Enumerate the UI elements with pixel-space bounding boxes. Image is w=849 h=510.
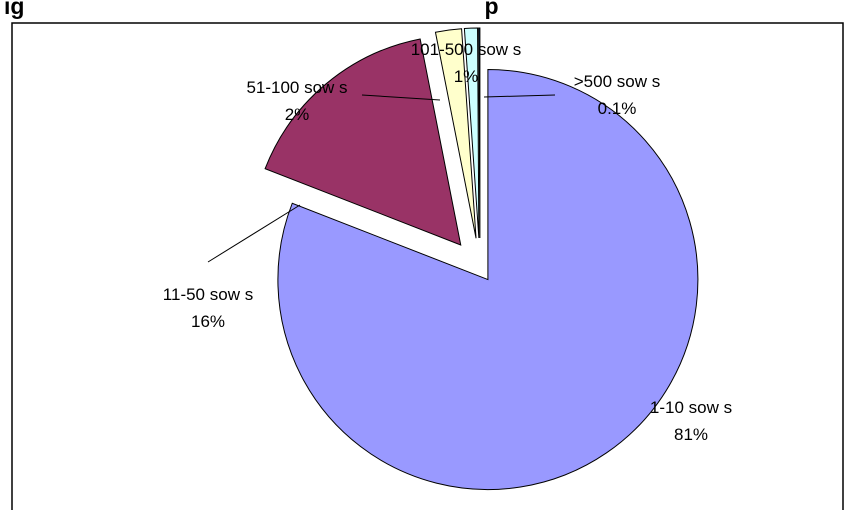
slice-percent-3: 2% [285, 105, 310, 124]
chart-title-text: ig [4, 0, 25, 19]
pie-slices [264, 27, 699, 491]
slice-percent-4: 1% [454, 67, 479, 86]
pie-slice-1 [277, 69, 699, 491]
leader-line-5 [483, 94, 556, 98]
pie-slice-5 [478, 27, 481, 239]
slice-percent-5: 0.1% [598, 99, 637, 118]
slice-percent-1: 81% [674, 425, 708, 444]
chart-title-trailing: p [484, 0, 499, 19]
slice-label-5: >500 sow s [574, 72, 660, 91]
chart-area-border [11, 22, 844, 510]
slice-label-1: 1-10 sow s [650, 398, 732, 417]
slice-percent-2: 16% [191, 312, 225, 331]
leader-lines [207, 94, 556, 263]
slice-label-3: 51-100 sow s [246, 78, 347, 97]
pie-slice-3 [434, 28, 477, 239]
pie-slice-4 [463, 27, 480, 239]
slice-labels: 1-10 sow s 81% 11-50 sow s 16% 51-100 sow s 2… [163, 40, 732, 444]
chart-title: ig p [0, 0, 849, 26]
slice-label-4: 101-500 sow s [411, 40, 522, 59]
leader-line-3 [361, 94, 441, 101]
pie-slice-2 [264, 38, 462, 246]
slice-label-2: 11-50 sow s [163, 285, 253, 304]
leader-line-2 [207, 204, 301, 263]
